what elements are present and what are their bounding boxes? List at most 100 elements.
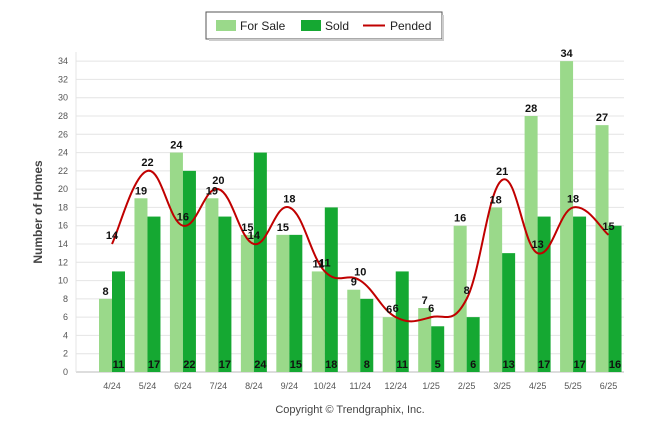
x-tick-label: 10/24	[314, 381, 337, 391]
label-for-sale: 19	[206, 185, 218, 197]
label-sold: 13	[503, 359, 515, 371]
x-tick-label: 4/25	[529, 381, 547, 391]
y-tick-label: 16	[58, 221, 68, 231]
bar-for-sale	[205, 198, 219, 372]
y-tick-label: 22	[58, 166, 68, 176]
label-for-sale: 34	[560, 48, 573, 60]
y-tick-label: 26	[58, 129, 68, 139]
label-pended: 15	[602, 221, 614, 233]
bar-for-sale	[276, 234, 290, 372]
pended-line	[111, 169, 610, 323]
legend-label: Pended	[390, 19, 431, 33]
label-sold: 11	[396, 359, 408, 371]
label-pended: 10	[354, 267, 366, 279]
label-pended: 8	[464, 285, 470, 297]
y-tick-label: 30	[58, 93, 68, 103]
label-for-sale: 7	[422, 295, 428, 307]
x-tick-label: 11/24	[349, 381, 371, 391]
y-tick-label: 12	[58, 257, 68, 267]
bar-for-sale	[311, 271, 325, 372]
x-tick-label: 6/25	[600, 381, 618, 391]
y-tick-label: 34	[58, 56, 68, 66]
label-sold: 6	[470, 359, 476, 371]
label-sold: 15	[290, 359, 302, 371]
label-for-sale: 24	[170, 140, 183, 152]
y-tick-label: 2	[63, 349, 68, 359]
y-tick-label: 4	[63, 330, 68, 340]
label-pended: 14	[106, 230, 119, 242]
y-tick-label: 8	[63, 294, 68, 304]
copyright-text: Copyright © Trendgraphix, Inc.	[275, 404, 424, 416]
label-pended: 13	[531, 239, 543, 251]
label-sold: 17	[148, 359, 160, 371]
bar-sold	[502, 253, 516, 372]
x-tick-label: 6/24	[174, 381, 192, 391]
data-labels: 8111419172224221619172015241415151811181…	[102, 48, 621, 371]
bar-sold	[112, 271, 125, 372]
bar-for-sale	[560, 61, 574, 373]
label-sold: 17	[573, 359, 585, 371]
bar-sold	[182, 170, 196, 372]
label-pended: 21	[496, 166, 508, 178]
y-tick-label: 6	[63, 312, 68, 322]
y-tick-label: 28	[58, 111, 68, 121]
label-for-sale: 16	[454, 213, 466, 225]
bar-for-sale	[595, 125, 609, 373]
label-sold: 24	[254, 359, 267, 371]
bar-sold	[324, 207, 338, 372]
label-sold: 5	[435, 359, 441, 371]
label-sold: 22	[183, 359, 195, 371]
y-tick-label: 0	[63, 367, 68, 377]
bar-for-sale	[453, 225, 467, 372]
bar-for-sale	[240, 234, 254, 372]
label-pended: 6	[393, 303, 399, 315]
bar-sold	[253, 152, 267, 372]
label-for-sale: 19	[135, 185, 147, 197]
bar-for-sale	[134, 198, 148, 372]
label-pended: 11	[319, 257, 331, 269]
bars	[99, 61, 622, 373]
label-pended: 22	[141, 157, 153, 169]
x-tick-label: 5/25	[564, 381, 582, 391]
label-pended: 18	[567, 193, 579, 205]
label-sold: 17	[219, 359, 231, 371]
label-pended: 6	[428, 303, 434, 315]
legend-label: Sold	[325, 19, 349, 33]
y-tick-label: 20	[58, 184, 68, 194]
label-pended: 16	[177, 212, 189, 224]
x-tick-label: 7/24	[210, 381, 228, 391]
x-tick-label: 3/25	[493, 381, 511, 391]
x-tick-label: 8/24	[245, 381, 263, 391]
bar-for-sale	[489, 207, 503, 372]
label-for-sale: 8	[102, 286, 108, 298]
x-tick-label: 1/25	[422, 381, 440, 391]
label-sold: 8	[364, 359, 370, 371]
legend: For Sale Sold Pended	[205, 11, 444, 41]
label-for-sale: 9	[351, 277, 357, 289]
x-tick-label: 5/24	[139, 381, 157, 391]
label-for-sale: 15	[241, 222, 253, 234]
label-for-sale: 27	[596, 112, 608, 124]
bar-sold	[466, 317, 480, 372]
label-pended: 20	[212, 175, 224, 187]
y-tick-label: 10	[58, 276, 68, 286]
label-sold: 17	[538, 359, 550, 371]
label-pended: 14	[248, 230, 261, 242]
label-sold: 11	[113, 359, 125, 371]
bar-sold	[395, 271, 409, 372]
y-tick-label: 18	[58, 202, 68, 212]
y-tick-label: 24	[58, 148, 68, 158]
x-tick-label: 4/24	[103, 381, 121, 391]
legend-swatch	[301, 20, 321, 31]
bar-sold	[289, 234, 303, 372]
x-tick-label: 9/24	[281, 381, 299, 391]
x-axis-ticks: 4/24 5/24 6/24 7/24 8/24 9/24 10/24 11/24 12/24 1…	[103, 381, 617, 391]
legend-swatch	[216, 20, 236, 31]
y-tick-label: 14	[58, 239, 68, 249]
y-axis-label: Number of Homes	[31, 160, 45, 264]
bar-sold	[573, 216, 587, 372]
bar-for-sale	[418, 308, 432, 372]
bar-for-sale	[169, 152, 183, 372]
bar-sold	[147, 216, 161, 372]
